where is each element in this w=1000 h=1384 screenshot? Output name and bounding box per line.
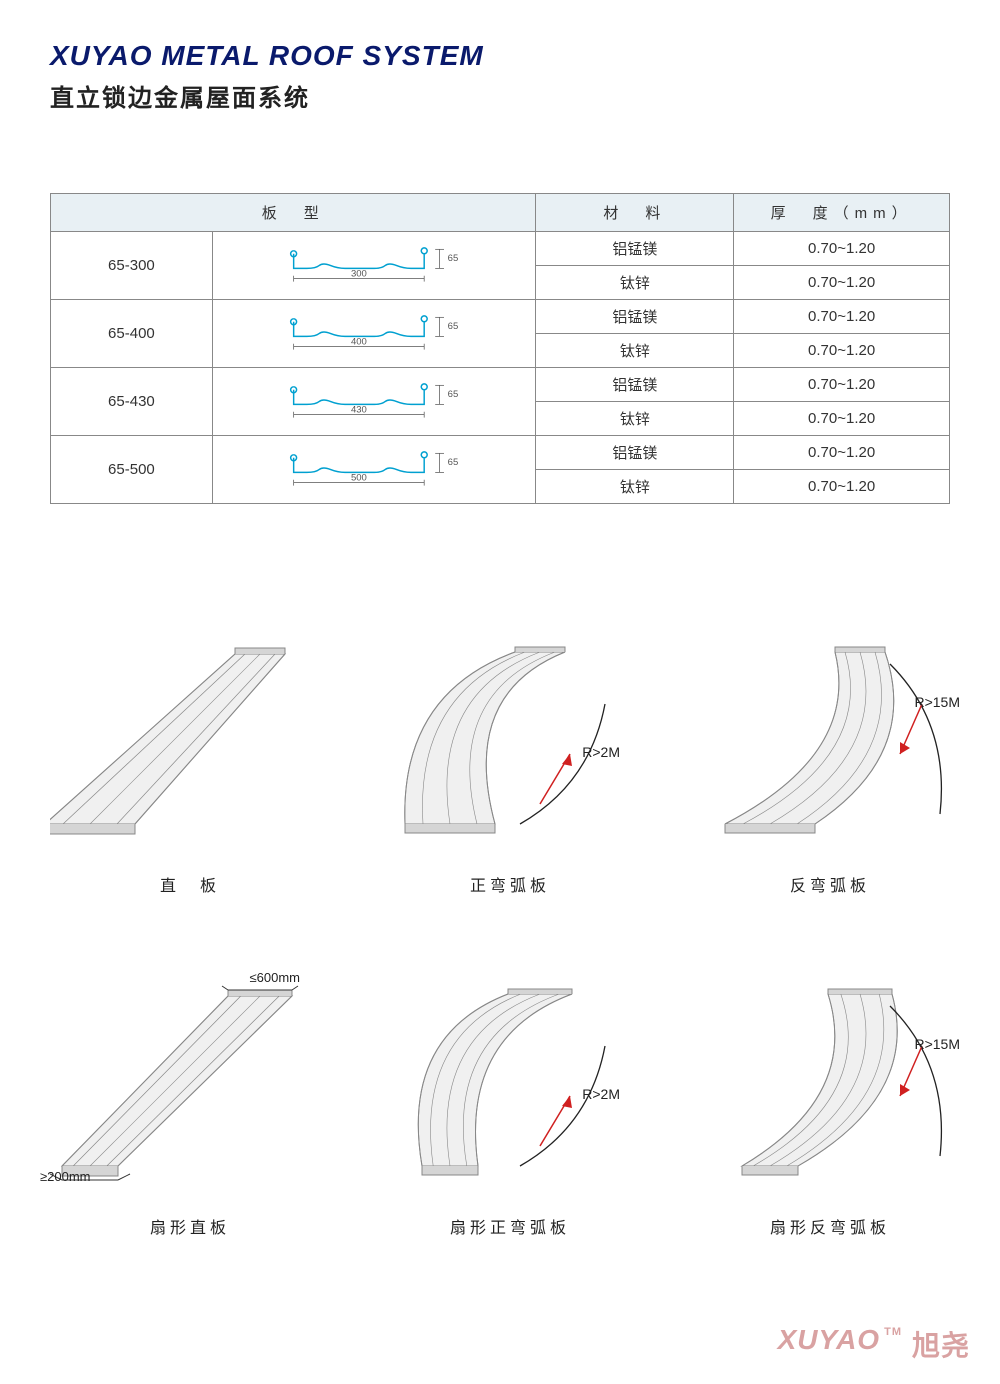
th-material: 材 料 (536, 194, 734, 232)
panel-illustration: R>2M (370, 976, 650, 1196)
panel-item: R>2M 正弯弧板 (370, 634, 650, 896)
material-cell: 铝锰镁 (536, 436, 734, 470)
th-thickness: 厚 度（mm） (734, 194, 950, 232)
panel-item: R>2M 扇形正弯弧板 (370, 976, 650, 1238)
thickness-cell: 0.70~1.20 (734, 334, 950, 368)
profile-cell: 65 430 (212, 368, 536, 436)
panel-illustration: ≤600mm≥200mm (50, 976, 330, 1196)
profile-cell: 65 300 (212, 232, 536, 300)
material-cell: 钛锌 (536, 334, 734, 368)
th-model: 板 型 (51, 194, 536, 232)
panel-caption: 反弯弧板 (790, 872, 870, 896)
panel-caption: 直 板 (160, 872, 220, 896)
panel-caption: 扇形直板 (150, 1214, 230, 1238)
thickness-cell: 0.70~1.20 (734, 368, 950, 402)
profile-icon: 65 400 (217, 310, 532, 354)
profile-cell: 65 400 (212, 300, 536, 368)
thickness-cell: 0.70~1.20 (734, 266, 950, 300)
panel-illustration: R>2M (370, 634, 650, 854)
model-cell: 65-500 (51, 436, 213, 504)
panel-caption: 扇形正弯弧板 (450, 1214, 570, 1238)
panel-item: R>15M 扇形反弯弧板 (690, 976, 970, 1238)
panel-item: R>15M 反弯弧板 (690, 634, 970, 896)
material-cell: 钛锌 (536, 402, 734, 436)
thickness-cell: 0.70~1.20 (734, 436, 950, 470)
dim-top-label: ≤600mm (250, 970, 300, 985)
panel-item: 直 板 (50, 634, 330, 896)
radius-label: R>2M (582, 1086, 620, 1102)
panel-illustration (50, 634, 330, 854)
profile-icon: 65 430 (217, 378, 532, 422)
thickness-cell: 0.70~1.20 (734, 232, 950, 266)
thickness-cell: 0.70~1.20 (734, 402, 950, 436)
panel-caption: 正弯弧板 (470, 872, 550, 896)
radius-label: R>2M (582, 744, 620, 760)
panel-item: ≤600mm≥200mm 扇形直板 (50, 976, 330, 1238)
thickness-cell: 0.70~1.20 (734, 470, 950, 504)
model-cell: 65-400 (51, 300, 213, 368)
model-cell: 65-300 (51, 232, 213, 300)
panel-illustration: R>15M (690, 634, 970, 854)
profile-cell: 65 500 (212, 436, 536, 504)
model-cell: 65-430 (51, 368, 213, 436)
svg-text:65: 65 (447, 321, 458, 332)
material-cell: 钛锌 (536, 266, 734, 300)
panel-caption: 扇形反弯弧板 (770, 1214, 890, 1238)
panel-illustration: R>15M (690, 976, 970, 1196)
svg-text:300: 300 (351, 268, 367, 279)
thickness-cell: 0.70~1.20 (734, 300, 950, 334)
watermark-cn: 旭尧 (912, 1324, 970, 1364)
watermark: XUYAO TM 旭尧 (778, 1324, 970, 1364)
svg-text:65: 65 (447, 389, 458, 400)
svg-text:65: 65 (447, 457, 458, 468)
radius-label: R>15M (914, 694, 960, 710)
profile-icon: 65 500 (217, 446, 532, 490)
material-cell: 钛锌 (536, 470, 734, 504)
watermark-en: XUYAO (778, 1324, 881, 1356)
material-cell: 铝锰镁 (536, 368, 734, 402)
svg-text:65: 65 (447, 253, 458, 264)
watermark-tm: TM (884, 1326, 902, 1338)
spec-table: 板 型 材 料 厚 度（mm） 65-300 65 300 铝锰镁0.70~1.… (50, 193, 950, 504)
material-cell: 铝锰镁 (536, 300, 734, 334)
material-cell: 铝锰镁 (536, 232, 734, 266)
dim-bottom-label: ≥200mm (40, 1169, 90, 1184)
profile-icon: 65 300 (217, 242, 532, 286)
svg-text:430: 430 (351, 404, 367, 415)
svg-text:500: 500 (351, 472, 367, 483)
svg-text:400: 400 (351, 336, 367, 347)
radius-label: R>15M (914, 1036, 960, 1052)
page-title-cn: 直立锁边金属屋面系统 (50, 78, 950, 113)
panel-grid: 直 板 R>2M正弯弧板 R>15M反弯弧板 (50, 634, 950, 1238)
page-title-en: XUYAO METAL ROOF SYSTEM (50, 40, 950, 72)
